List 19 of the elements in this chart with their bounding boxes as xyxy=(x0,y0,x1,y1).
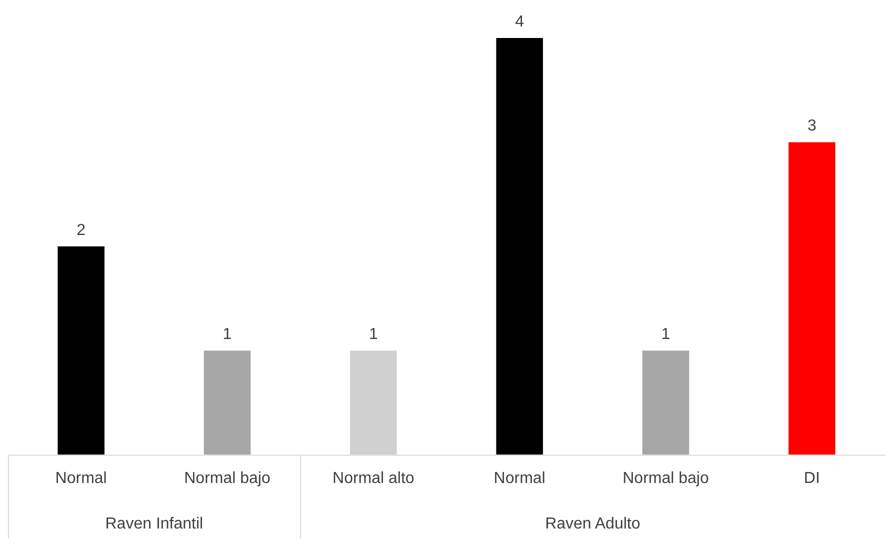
data-label: 1 xyxy=(368,326,378,344)
x-tick-label: Normal xyxy=(55,470,107,487)
bar xyxy=(788,142,836,455)
bar xyxy=(204,350,251,455)
x-tick-label: Normal alto xyxy=(332,470,414,487)
data-label: 3 xyxy=(807,118,816,135)
text: Raven Infantil xyxy=(105,515,204,532)
data-label: 4 xyxy=(515,13,524,30)
x-tick-label: Normal bajo xyxy=(184,470,270,487)
bar xyxy=(496,38,543,455)
x-tick-label: Normal bajo xyxy=(622,470,709,487)
data-label: 1 xyxy=(222,326,232,344)
data-label: 2 xyxy=(76,222,86,239)
x-tick-label: Normal xyxy=(494,470,546,487)
bar xyxy=(642,350,690,455)
bar xyxy=(58,246,104,455)
data-label: 1 xyxy=(661,326,670,344)
text: Raven Adulto xyxy=(545,515,640,532)
x-tick-label: DI xyxy=(804,470,820,487)
